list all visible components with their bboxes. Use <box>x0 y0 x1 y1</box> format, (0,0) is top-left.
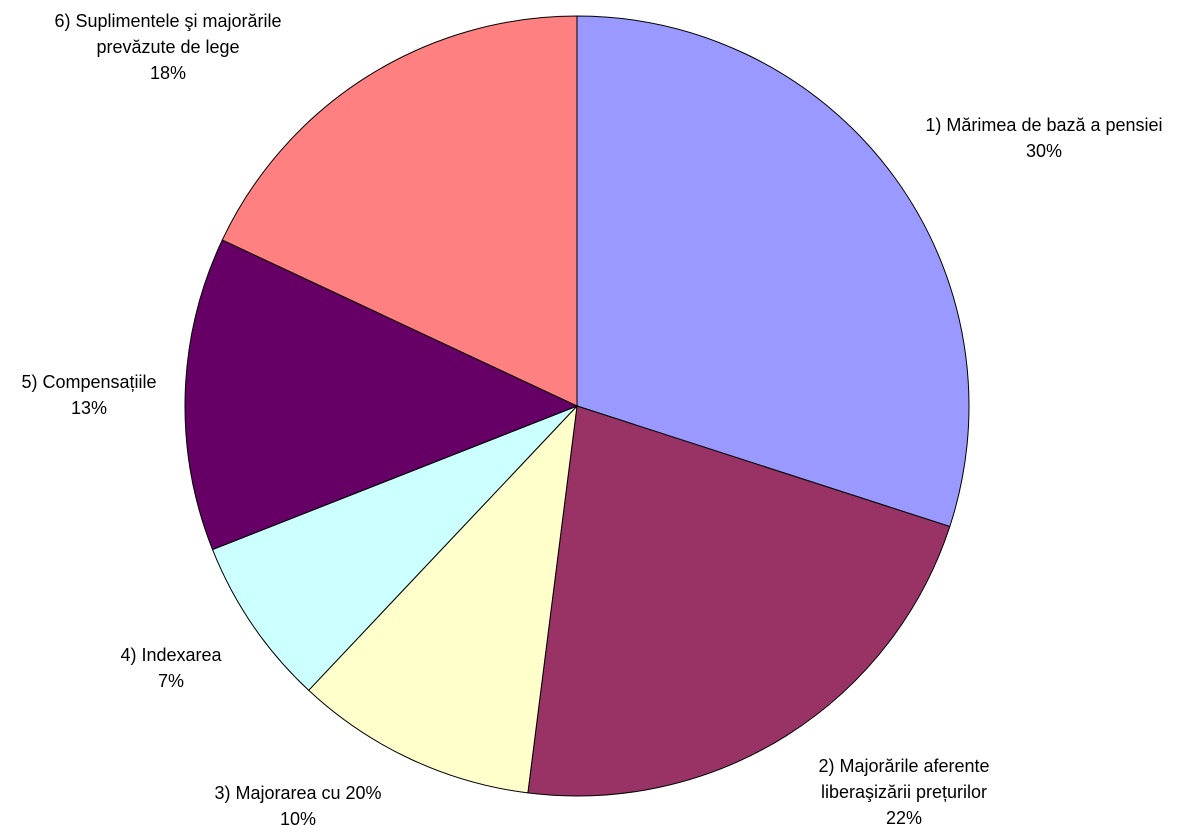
slice-label-3: 3) Majorarea cu 20% 10% <box>214 783 381 829</box>
slice-label-5: 5) Compensațiile 13% <box>21 372 156 418</box>
pie-slice-5 <box>184 239 579 551</box>
slice-category-label: 3) Majorarea cu 20% <box>214 783 381 803</box>
slice-category-label: 5) Compensațiile <box>21 372 156 392</box>
pie-slice-3 <box>307 404 578 794</box>
slice-category-label: 6) Suplimentele şi majorările <box>54 11 281 31</box>
pie-slices <box>184 15 970 797</box>
pie-labels: 1) Mărimea de bază a pensiei 30% 2) Majoră… <box>21 11 1162 829</box>
pie-slice-2 <box>527 405 951 797</box>
slice-label-2: 2) Majorările aferente liberaşizării preț… <box>818 756 989 828</box>
slice-category-label: 4) Indexarea <box>120 645 222 665</box>
slice-category-label: 1) Mărimea de bază a pensiei <box>925 115 1162 135</box>
pie-slice-1 <box>576 15 970 528</box>
slice-percent-label: 7% <box>158 671 184 691</box>
slice-label-6: 6) Suplimentele şi majorările prevăzute d… <box>54 11 281 83</box>
slice-percent-label: 22% <box>886 808 922 828</box>
slice-category-label: liberaşizării prețurilor <box>821 782 987 802</box>
slice-category-label: 2) Majorările aferente <box>818 756 989 776</box>
slice-label-4: 4) Indexarea 7% <box>120 645 222 691</box>
slice-percent-label: 30% <box>1026 141 1062 161</box>
slice-label-1: 1) Mărimea de bază a pensiei 30% <box>925 115 1162 161</box>
pie-slice-6 <box>221 15 578 407</box>
slice-percent-label: 18% <box>150 63 186 83</box>
slice-percent-label: 13% <box>71 398 107 418</box>
slice-percent-label: 10% <box>280 809 316 829</box>
slice-category-label: prevăzute de lege <box>96 37 239 57</box>
pie-slice-4 <box>211 405 578 692</box>
